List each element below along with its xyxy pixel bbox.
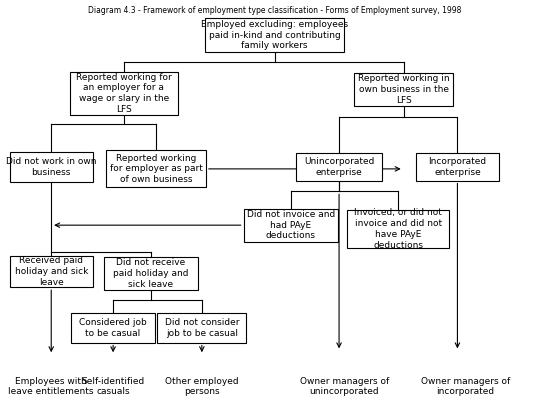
FancyBboxPatch shape [71,314,155,343]
Text: Did not invoice and
had PAyE
deductions: Did not invoice and had PAyE deductions [247,210,335,240]
Text: Unincorporated
enterprise: Unincorporated enterprise [304,157,374,177]
FancyBboxPatch shape [70,72,178,114]
FancyBboxPatch shape [158,314,247,343]
Text: Employed excluding: employees
paid in-kind and contributing
family workers: Employed excluding: employees paid in-ki… [201,20,348,50]
FancyBboxPatch shape [416,153,499,181]
Text: Other employed
persons: Other employed persons [165,377,239,396]
Text: Did not receive
paid holiday and
sick leave: Did not receive paid holiday and sick le… [113,259,188,289]
FancyBboxPatch shape [244,209,338,242]
FancyBboxPatch shape [205,17,344,52]
Text: Received paid
holiday and sick
leave: Received paid holiday and sick leave [14,257,88,287]
Text: Incorporated
enterprise: Incorporated enterprise [428,157,486,177]
Text: Reported working in
own business in the
LFS: Reported working in own business in the … [358,74,450,105]
Text: Diagram 4.3 - Framework of employment type classification - Forms of Employment : Diagram 4.3 - Framework of employment ty… [88,6,461,15]
Text: Did not work in own
business: Did not work in own business [6,157,97,177]
FancyBboxPatch shape [296,153,382,181]
FancyBboxPatch shape [354,73,453,106]
FancyBboxPatch shape [347,209,449,248]
Text: Considered job
to be casual: Considered job to be casual [79,318,147,338]
Text: Did not consider
job to be casual: Did not consider job to be casual [165,318,239,338]
Text: Reported working for
an employer for a
wage or slary in the
LFS: Reported working for an employer for a w… [76,72,172,114]
Text: Self-identified
casuals: Self-identified casuals [81,377,145,396]
FancyBboxPatch shape [104,257,198,290]
Text: Reported working
for employer as part
of own business: Reported working for employer as part of… [110,154,203,184]
Text: Employees with
leave entitlements: Employees with leave entitlements [8,377,94,396]
Text: Owner managers of
incorporated
enterprises: Owner managers of incorporated enterpris… [421,377,510,396]
FancyBboxPatch shape [107,150,206,187]
Text: Invoiced, or did not
invoice and did not
have PAyE
deductions: Invoiced, or did not invoice and did not… [354,208,442,249]
FancyBboxPatch shape [9,256,93,287]
FancyBboxPatch shape [9,152,93,181]
Text: Owner managers of
unincorporated
enterprises: Owner managers of unincorporated enterpr… [300,377,389,396]
